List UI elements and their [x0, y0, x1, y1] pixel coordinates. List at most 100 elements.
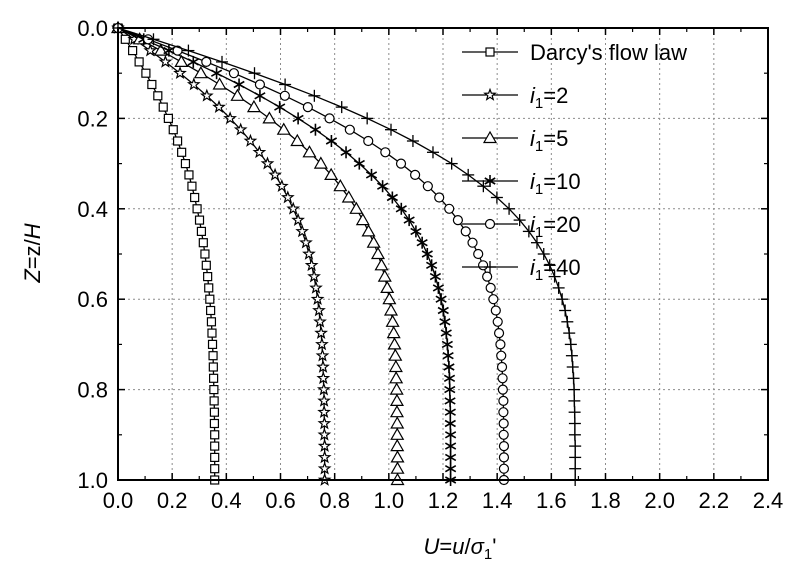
data-point	[410, 225, 422, 238]
asterisk-stroke	[444, 397, 456, 405]
data-point	[426, 146, 439, 159]
legend-label: i1=40	[530, 255, 581, 284]
data-point	[440, 327, 452, 340]
data-point	[208, 351, 218, 361]
data-point	[492, 316, 503, 327]
data-point	[210, 430, 220, 440]
data-point	[302, 101, 313, 113]
asterisk-stroke	[444, 419, 456, 428]
data-point	[366, 235, 381, 248]
data-point	[530, 236, 543, 249]
series-line	[117, 27, 326, 480]
y-axis-title: Z=z/H	[20, 223, 45, 283]
data-point	[568, 383, 581, 396]
data-point	[363, 135, 374, 147]
legend-marker	[484, 218, 496, 230]
data-point	[444, 406, 456, 419]
data-point	[445, 157, 458, 170]
series-layer	[110, 20, 582, 486]
y-tick-label: 0.8	[77, 378, 108, 403]
data-point	[302, 145, 317, 158]
data-point	[316, 359, 330, 373]
data-point	[421, 248, 433, 260]
data-point	[522, 225, 535, 238]
data-point	[153, 43, 168, 56]
data-point	[556, 293, 569, 306]
data-point	[437, 304, 449, 317]
data-point	[495, 339, 506, 350]
data-point	[141, 68, 151, 78]
data-point	[410, 169, 421, 180]
data-point	[252, 145, 267, 159]
y-tick-label: 0.0	[77, 16, 108, 41]
data-point	[498, 463, 510, 474]
x-tick-label: 0.2	[157, 488, 188, 513]
x-tick-label: 1.6	[536, 488, 567, 513]
data-point	[233, 78, 245, 91]
data-point	[444, 394, 456, 407]
data-point	[380, 147, 391, 158]
data-point	[153, 91, 163, 101]
asterisk-stroke	[403, 216, 415, 224]
asterisk-stroke	[484, 177, 496, 185]
data-point	[173, 65, 187, 80]
asterisk-stroke	[441, 340, 453, 349]
data-point	[304, 258, 319, 272]
data-point	[568, 417, 581, 430]
data-point	[254, 89, 266, 102]
asterisk-stroke	[416, 239, 428, 247]
asterisk-stroke	[421, 250, 433, 258]
data-point	[230, 88, 245, 101]
data-point	[310, 291, 325, 306]
data-point	[120, 34, 130, 44]
data-point	[208, 362, 218, 372]
asterisk-stroke	[325, 137, 338, 145]
data-point	[192, 204, 202, 214]
asterisk-stroke	[426, 261, 438, 269]
data-point	[201, 260, 211, 270]
asterisk-stroke	[309, 126, 322, 134]
data-point	[355, 212, 370, 226]
data-point	[260, 156, 275, 170]
asterisk-stroke	[439, 318, 451, 326]
data-point	[290, 133, 305, 147]
data-point	[207, 328, 217, 338]
data-point	[295, 224, 310, 238]
data-point	[444, 462, 457, 475]
data-point	[383, 303, 399, 316]
data-point	[566, 361, 579, 373]
data-point	[349, 201, 364, 214]
data-point	[280, 190, 295, 204]
y-tick-label: 1.0	[77, 468, 108, 493]
data-point	[386, 325, 401, 339]
data-point	[568, 394, 581, 407]
x-tick-label: 1.0	[374, 488, 405, 513]
data-point	[385, 123, 397, 136]
data-point	[190, 192, 200, 203]
data-point	[416, 236, 428, 249]
series-4	[112, 22, 510, 486]
data-point	[313, 314, 327, 328]
data-point	[406, 135, 419, 147]
x-tick-label: 1.8	[590, 488, 621, 513]
data-point	[385, 314, 400, 327]
data-point	[380, 280, 395, 293]
asterisk-stroke	[444, 408, 456, 416]
legend-label: i1=20	[530, 212, 581, 241]
data-point	[228, 68, 240, 79]
data-point	[390, 461, 405, 474]
data-point	[569, 451, 582, 464]
legend-marker	[482, 130, 498, 144]
data-point	[210, 464, 220, 474]
data-point	[324, 167, 339, 180]
data-point	[309, 280, 323, 294]
asterisk-stroke	[443, 374, 456, 382]
data-point	[212, 77, 227, 90]
data-point	[335, 101, 348, 114]
data-point	[422, 181, 433, 192]
data-point	[388, 348, 403, 361]
legend-label: i1=5	[530, 126, 568, 155]
data-point	[498, 395, 509, 406]
data-point	[435, 293, 447, 306]
